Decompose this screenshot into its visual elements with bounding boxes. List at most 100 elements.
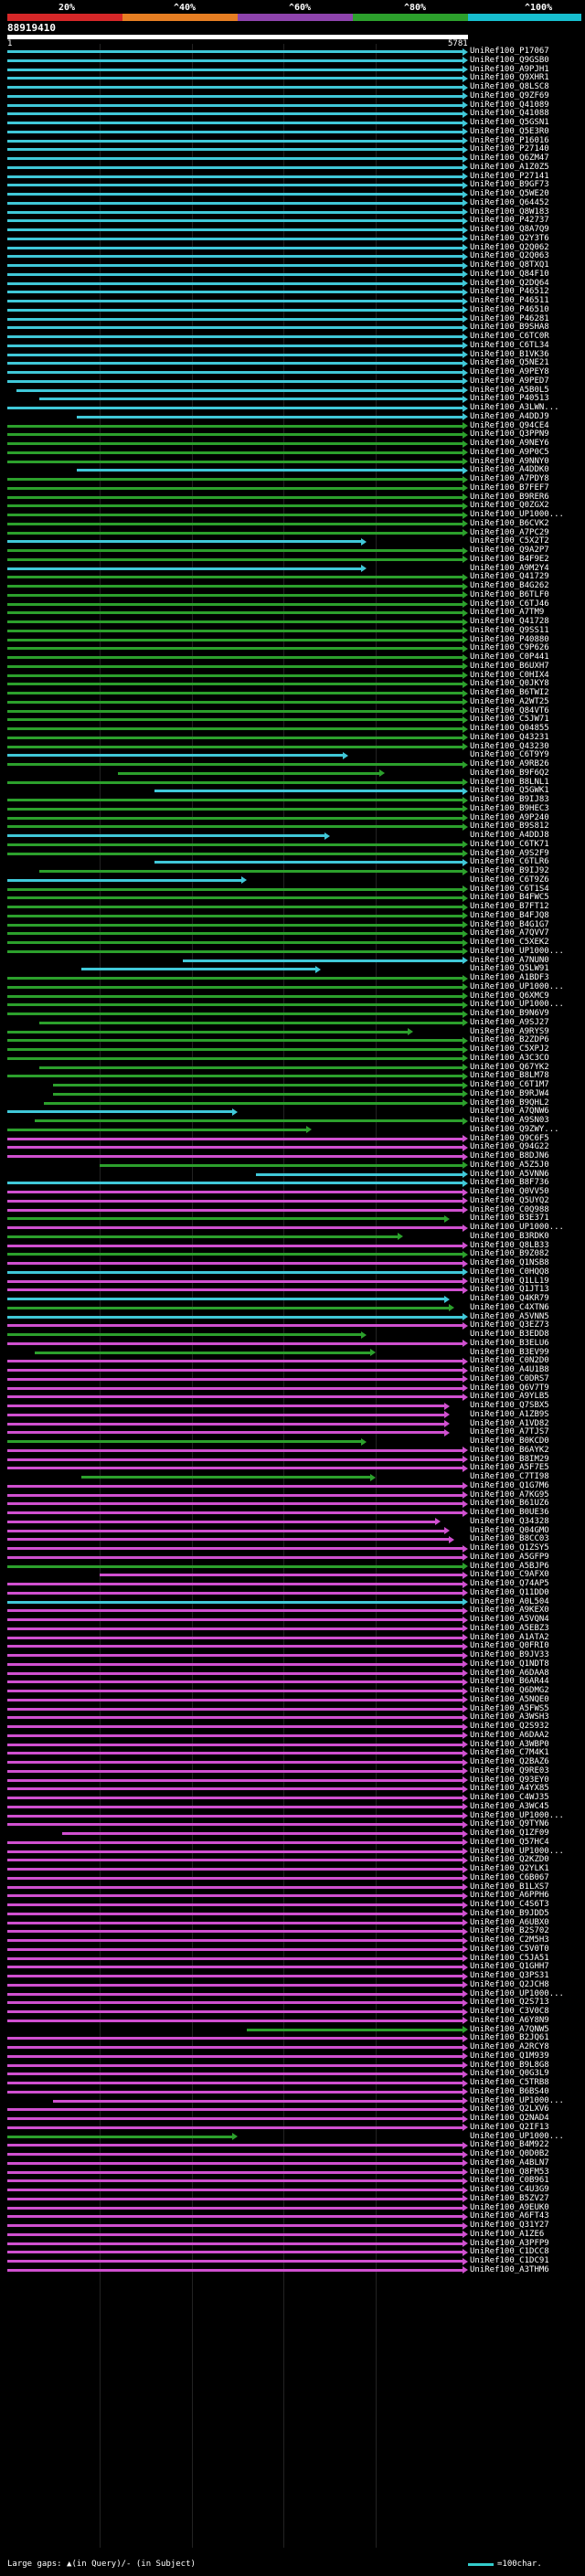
hit-label[interactable]: UniRef100_Q6DMG2 — [470, 1686, 549, 1695]
hit-label[interactable]: UniRef100_C5TRB8 — [470, 2078, 549, 2087]
hit-bar[interactable] — [7, 1128, 306, 1131]
hit-bar[interactable] — [7, 165, 463, 169]
hit-bar[interactable] — [7, 1244, 463, 1247]
hit-label[interactable]: UniRef100_A5B0L5 — [470, 385, 549, 395]
hit-label[interactable]: UniRef100_UP1000... — [470, 1810, 564, 1820]
hit-label[interactable]: UniRef100_UP1000... — [470, 510, 564, 519]
hit-bar[interactable] — [7, 914, 463, 917]
hit-label[interactable]: UniRef100_B6AR44 — [470, 1677, 549, 1687]
hit-bar[interactable] — [7, 1341, 463, 1345]
hit-label[interactable]: UniRef100_C5JW71 — [470, 715, 549, 725]
hit-label[interactable]: UniRef100_A1VD82 — [470, 1418, 549, 1428]
hit-bar[interactable] — [7, 1217, 444, 1221]
hit-bar[interactable] — [7, 1903, 463, 1906]
hit-label[interactable]: UniRef100_B9RJW4 — [470, 1088, 549, 1098]
hit-label[interactable]: UniRef100_B2JQ61 — [470, 2033, 549, 2043]
hit-bar[interactable] — [7, 664, 463, 668]
hit-label[interactable]: UniRef100_Q1ZSY5 — [470, 1543, 549, 1553]
hit-bar[interactable] — [7, 1431, 444, 1435]
hit-label[interactable]: UniRef100_A5VQN4 — [470, 1615, 549, 1624]
hit-bar[interactable] — [7, 1618, 463, 1621]
hit-bar[interactable] — [7, 799, 463, 801]
hit-label[interactable]: UniRef100_A7PC29 — [470, 527, 549, 537]
hit-bar[interactable] — [7, 629, 463, 632]
hit-label[interactable]: UniRef100_B9IJ92 — [470, 866, 549, 875]
hit-bar[interactable] — [7, 557, 463, 561]
hit-bar[interactable] — [7, 843, 463, 846]
hit-bar[interactable] — [7, 1947, 463, 1951]
hit-label[interactable]: UniRef100_Q2KZD0 — [470, 1855, 549, 1865]
hit-bar[interactable] — [7, 1876, 463, 1880]
hit-label[interactable]: UniRef100_A5EBZ3 — [470, 1623, 549, 1633]
hit-label[interactable]: UniRef100_B8IM29 — [470, 1454, 549, 1464]
hit-bar[interactable] — [7, 2215, 463, 2219]
hit-bar[interactable] — [7, 1547, 463, 1550]
hit-bar[interactable] — [7, 442, 463, 445]
hit-bar[interactable] — [7, 1226, 463, 1229]
hit-label[interactable]: UniRef100_A9PEY8 — [470, 367, 549, 376]
hit-bar[interactable] — [7, 433, 463, 437]
hit-bar[interactable] — [7, 2063, 463, 2067]
hit-bar[interactable] — [7, 709, 463, 713]
hit-bar[interactable] — [7, 1146, 463, 1150]
hit-bar[interactable] — [53, 2099, 463, 2103]
hit-label[interactable]: UniRef100_UP1000... — [470, 1988, 564, 1998]
hit-bar[interactable] — [7, 1369, 463, 1372]
hit-label[interactable]: UniRef100_A3WBP0 — [470, 1739, 549, 1749]
hit-bar[interactable] — [7, 1333, 362, 1336]
hit-label[interactable]: UniRef100_Q5WE20 — [470, 189, 549, 198]
hit-label[interactable]: UniRef100_B0UE36 — [470, 1508, 549, 1517]
hit-label[interactable]: UniRef100_A5NQE0 — [470, 1694, 549, 1704]
hit-bar[interactable] — [7, 1520, 435, 1523]
hit-label[interactable]: UniRef100_A9SJ27 — [470, 1017, 549, 1027]
hit-bar[interactable] — [7, 317, 463, 321]
hit-bar[interactable] — [7, 1279, 463, 1283]
hit-bar[interactable] — [7, 272, 463, 276]
hit-label[interactable]: UniRef100_B5ZV27 — [470, 2193, 549, 2203]
hit-label[interactable]: UniRef100_C5XEK2 — [470, 938, 549, 947]
hit-label[interactable]: UniRef100_A9M2Y4 — [470, 563, 549, 573]
hit-bar[interactable] — [7, 122, 463, 124]
hit-bar[interactable] — [80, 968, 315, 971]
hit-bar[interactable] — [7, 807, 463, 811]
hit-label[interactable]: UniRef100_B1LXS7 — [470, 1882, 549, 1892]
hit-bar[interactable] — [7, 460, 463, 463]
hit-label[interactable]: UniRef100_P16016 — [470, 135, 549, 145]
hit-bar[interactable] — [7, 1956, 463, 1960]
hit-label[interactable]: UniRef100_UP1000... — [470, 1000, 564, 1010]
hit-label[interactable]: UniRef100_A9RYS9 — [470, 1026, 549, 1036]
hit-bar[interactable] — [7, 1012, 463, 1015]
hit-bar[interactable] — [7, 816, 463, 820]
hit-label[interactable]: UniRef100_A7QNW6 — [470, 1107, 549, 1117]
hit-label[interactable]: UniRef100_Q1NDT8 — [470, 1659, 549, 1669]
hit-bar[interactable] — [7, 1966, 463, 1969]
hit-label[interactable]: UniRef100_Q4KR79 — [470, 1294, 549, 1303]
hit-bar[interactable] — [7, 683, 463, 686]
hit-bar[interactable] — [7, 1538, 449, 1542]
hit-label[interactable]: UniRef100_A3PFP9 — [470, 2238, 549, 2248]
hit-bar[interactable] — [7, 1253, 463, 1256]
hit-label[interactable]: UniRef100_C7TI98 — [470, 1472, 549, 1481]
hit-bar[interactable] — [7, 1137, 463, 1140]
hit-label[interactable]: UniRef100_A3C3CO — [470, 1053, 549, 1063]
hit-label[interactable]: UniRef100_A4U1B8 — [470, 1365, 549, 1374]
hit-bar[interactable] — [7, 2046, 463, 2049]
hit-bar[interactable] — [7, 424, 463, 428]
hit-bar[interactable] — [7, 1716, 463, 1720]
hit-bar[interactable] — [7, 228, 463, 231]
hit-bar[interactable] — [182, 959, 463, 962]
hit-label[interactable]: UniRef100_Q0G3L9 — [470, 2069, 549, 2079]
hit-bar[interactable] — [7, 1743, 463, 1746]
hit-label[interactable]: UniRef100_Q04GMO — [470, 1525, 549, 1535]
hit-bar[interactable] — [7, 1529, 444, 1532]
hit-bar[interactable] — [7, 86, 463, 89]
hit-bar[interactable] — [7, 2001, 463, 2005]
hit-bar[interactable] — [7, 1636, 463, 1639]
hit-label[interactable]: UniRef100_Q64452 — [470, 197, 549, 207]
hit-label[interactable]: UniRef100_A6PPH6 — [470, 1891, 549, 1901]
hit-bar[interactable] — [7, 1885, 463, 1889]
hit-bar[interactable] — [7, 291, 463, 294]
hit-label[interactable]: UniRef100_Q2DQ64 — [470, 278, 549, 288]
hit-bar[interactable] — [7, 522, 463, 525]
hit-bar[interactable] — [7, 1208, 463, 1212]
